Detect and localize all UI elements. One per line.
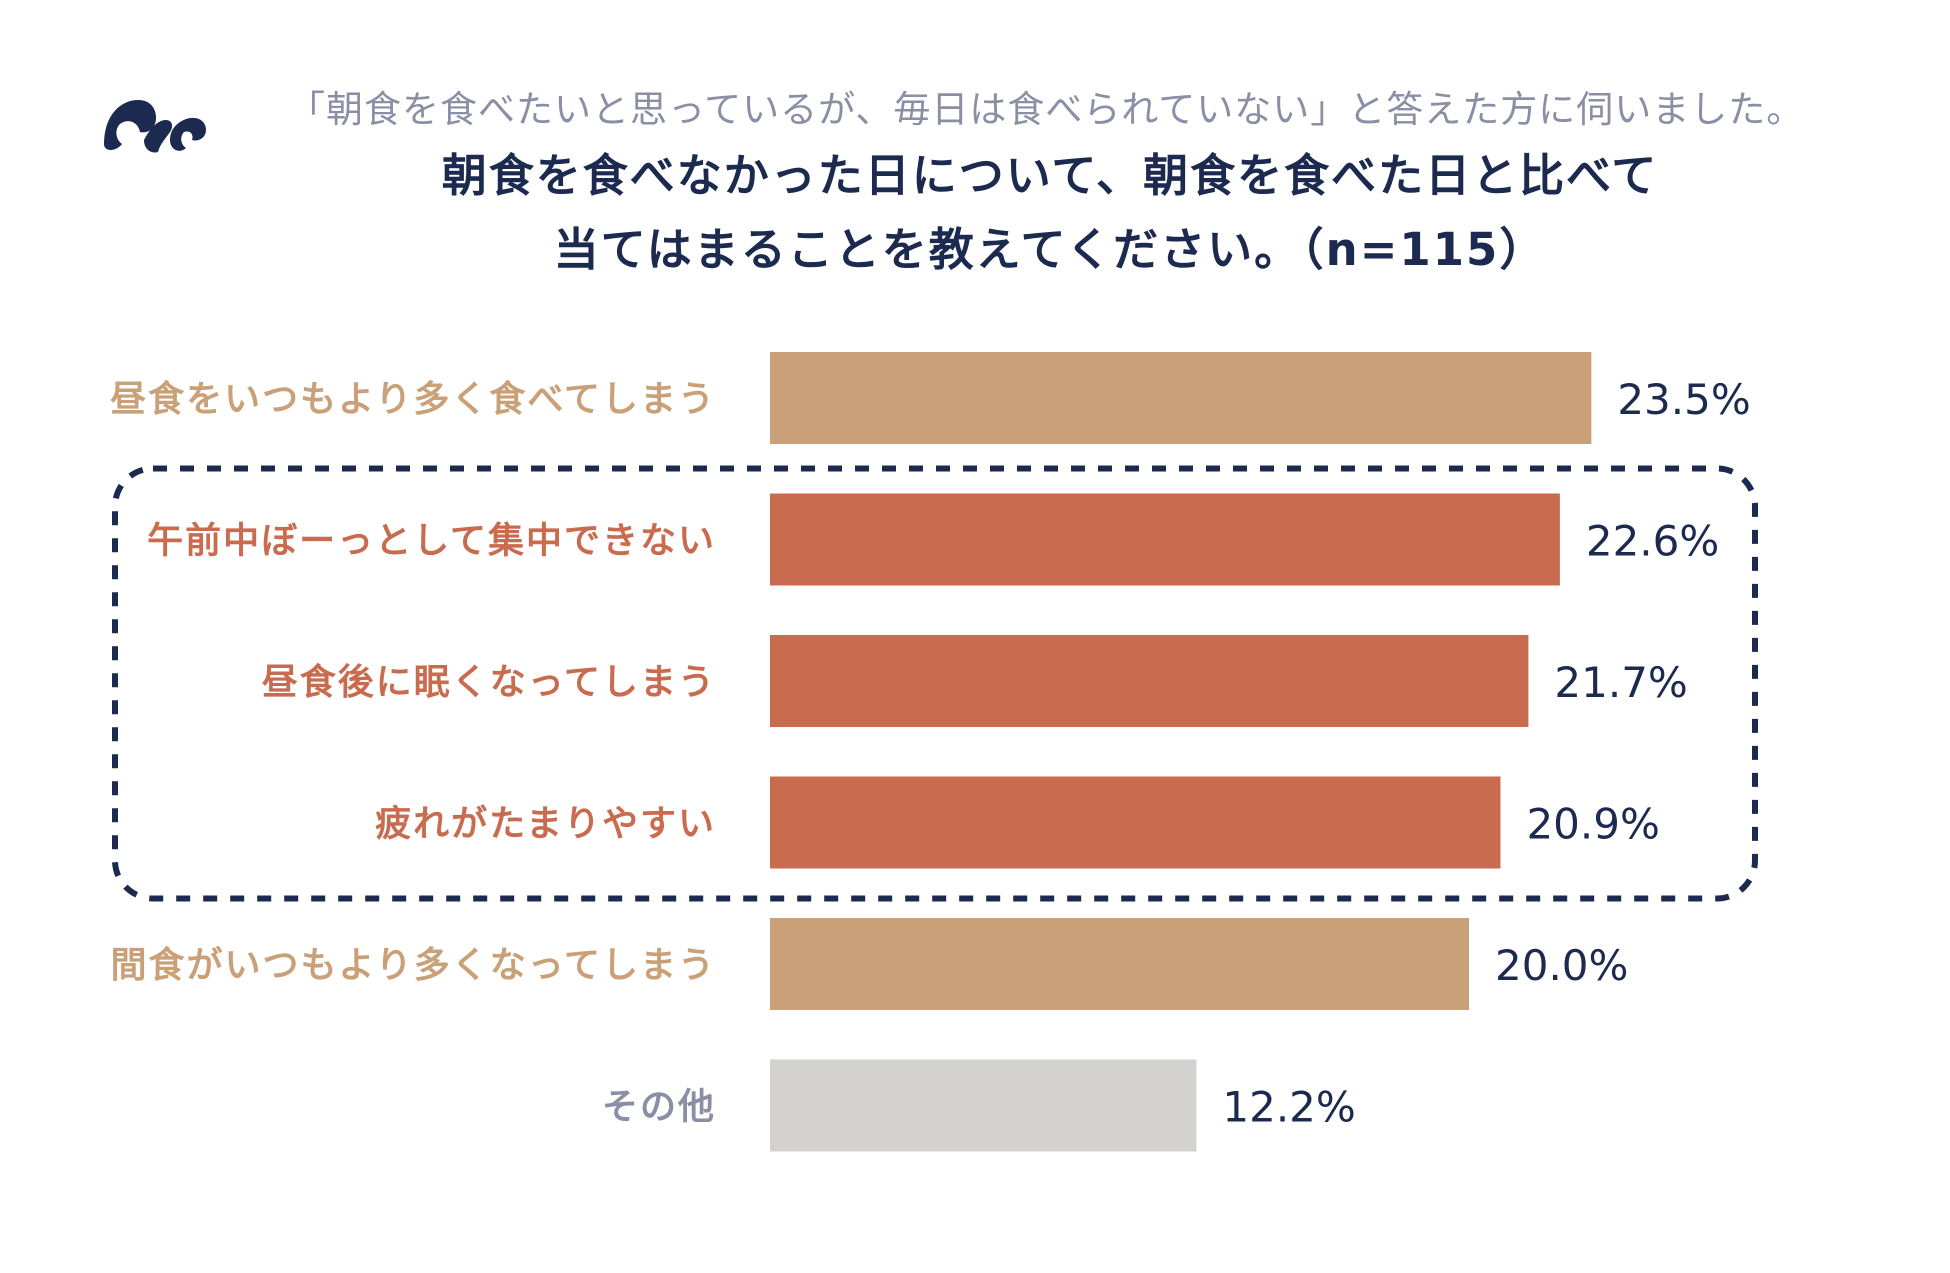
value-label-1: 23.5% [1617, 375, 1750, 424]
category-label-3: 昼食後に眠くなってしまう [262, 662, 716, 703]
category-label-6: その他 [602, 1087, 716, 1128]
brand-logo-icon [104, 100, 206, 153]
value-label-2: 22.6% [1586, 517, 1719, 566]
value-label-5: 20.0% [1495, 941, 1628, 990]
category-label-2: 午前中ぼーっとして集中できない [147, 521, 716, 562]
value-label-3: 21.7% [1554, 658, 1687, 707]
bar-5 [770, 918, 1469, 1010]
bar-4 [770, 776, 1501, 869]
chart-title-line-1: 朝食を食べなかった日について、朝食を食べた日と比べて [441, 149, 1659, 202]
bar-2 [770, 493, 1560, 586]
chart-subtitle: 「朝食を食べたいと思っているが、毎日は食べられていない」と答えた方に伺いました。 [288, 88, 1805, 131]
bar-6 [770, 1059, 1197, 1152]
value-label-6: 12.2% [1222, 1083, 1355, 1132]
value-label-4: 20.9% [1526, 800, 1659, 849]
category-label-4: 疲れがたまりやすい [375, 804, 716, 845]
bar-1 [770, 352, 1592, 444]
bar-3 [770, 635, 1529, 727]
category-label-1: 昼食をいつもより多く食べてしまう [110, 379, 716, 420]
highlight-dashed-box [112, 465, 1758, 902]
category-label-5: 間食がいつもより多くなってしまう [111, 945, 716, 986]
chart-title-line-2: 当てはまることを教えてください。（n=115） [553, 223, 1547, 276]
